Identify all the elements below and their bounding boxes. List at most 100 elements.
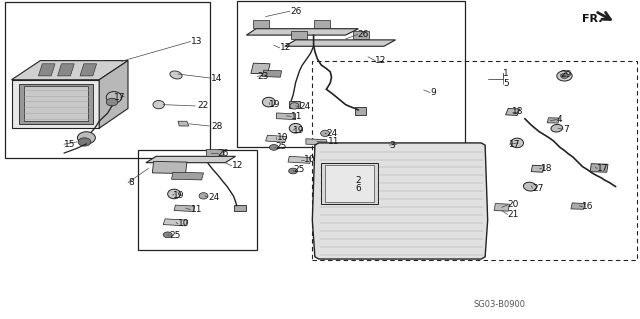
Polygon shape xyxy=(494,204,509,211)
Text: 21: 21 xyxy=(508,210,519,219)
Text: 20: 20 xyxy=(508,200,519,209)
Polygon shape xyxy=(288,156,311,163)
Polygon shape xyxy=(178,121,189,126)
Ellipse shape xyxy=(524,182,536,191)
Text: 19: 19 xyxy=(269,100,280,109)
Ellipse shape xyxy=(170,71,182,79)
Text: 25: 25 xyxy=(275,142,287,151)
Text: 29: 29 xyxy=(560,70,572,78)
Polygon shape xyxy=(253,20,269,28)
Polygon shape xyxy=(306,139,326,145)
Text: 17: 17 xyxy=(509,140,521,149)
Text: 26: 26 xyxy=(290,7,301,16)
Polygon shape xyxy=(571,203,585,209)
Ellipse shape xyxy=(106,92,122,103)
Ellipse shape xyxy=(199,193,208,199)
Text: 11: 11 xyxy=(328,137,339,146)
Polygon shape xyxy=(506,108,520,115)
Text: 7: 7 xyxy=(563,125,569,134)
Text: 18: 18 xyxy=(541,164,552,173)
Text: 19: 19 xyxy=(293,126,305,135)
Polygon shape xyxy=(246,29,358,35)
Text: 10: 10 xyxy=(304,155,316,164)
Polygon shape xyxy=(152,161,187,174)
Polygon shape xyxy=(547,118,559,123)
Polygon shape xyxy=(266,135,287,142)
Polygon shape xyxy=(12,61,128,80)
Text: 15: 15 xyxy=(64,140,76,149)
Ellipse shape xyxy=(168,189,180,199)
Text: 26: 26 xyxy=(358,30,369,39)
Text: 10: 10 xyxy=(178,219,189,228)
Text: 10: 10 xyxy=(276,133,288,142)
Text: 26: 26 xyxy=(218,149,229,158)
Text: 12: 12 xyxy=(375,56,387,65)
Text: 2: 2 xyxy=(356,176,362,185)
Polygon shape xyxy=(355,107,366,115)
Text: SG03-B0900: SG03-B0900 xyxy=(474,300,525,309)
Text: 24: 24 xyxy=(300,102,311,111)
Text: 6: 6 xyxy=(356,184,362,193)
Text: 22: 22 xyxy=(197,101,209,110)
Text: 11: 11 xyxy=(291,112,303,121)
Polygon shape xyxy=(163,219,188,226)
Text: 25: 25 xyxy=(170,231,181,240)
Text: 28: 28 xyxy=(211,122,223,130)
Ellipse shape xyxy=(77,132,95,144)
Polygon shape xyxy=(80,64,97,76)
Text: 24: 24 xyxy=(326,130,338,138)
Ellipse shape xyxy=(106,98,118,106)
Polygon shape xyxy=(285,40,396,46)
Ellipse shape xyxy=(78,138,91,146)
Polygon shape xyxy=(291,31,307,39)
Polygon shape xyxy=(325,165,374,202)
Ellipse shape xyxy=(153,100,164,109)
Text: 13: 13 xyxy=(191,37,202,46)
Ellipse shape xyxy=(289,168,298,174)
Text: 14: 14 xyxy=(211,74,223,83)
Ellipse shape xyxy=(561,73,568,78)
Polygon shape xyxy=(312,143,488,259)
Text: 17: 17 xyxy=(597,164,609,173)
Polygon shape xyxy=(314,20,330,28)
Ellipse shape xyxy=(557,71,572,81)
Polygon shape xyxy=(276,113,296,120)
Text: 9: 9 xyxy=(430,88,436,97)
Text: 27: 27 xyxy=(532,184,544,193)
Polygon shape xyxy=(262,70,282,77)
Polygon shape xyxy=(19,84,93,124)
Polygon shape xyxy=(58,64,74,76)
Polygon shape xyxy=(531,165,544,172)
Text: 4: 4 xyxy=(557,115,563,124)
Text: 24: 24 xyxy=(208,193,220,202)
Text: 19: 19 xyxy=(173,191,184,200)
Text: 11: 11 xyxy=(191,205,202,214)
Text: 8: 8 xyxy=(128,178,134,187)
Text: 16: 16 xyxy=(582,202,594,211)
Polygon shape xyxy=(38,64,55,76)
Ellipse shape xyxy=(290,103,299,109)
Ellipse shape xyxy=(163,232,172,238)
Text: 12: 12 xyxy=(232,161,243,170)
Text: FR.: FR. xyxy=(582,13,603,24)
Ellipse shape xyxy=(511,138,524,148)
Text: 5: 5 xyxy=(503,79,509,88)
Text: 3: 3 xyxy=(389,141,395,150)
Polygon shape xyxy=(289,101,300,108)
Polygon shape xyxy=(12,80,99,128)
Ellipse shape xyxy=(321,130,330,137)
Polygon shape xyxy=(24,86,88,121)
Polygon shape xyxy=(206,149,223,156)
Text: 12: 12 xyxy=(280,43,291,52)
Ellipse shape xyxy=(269,145,278,150)
Ellipse shape xyxy=(289,123,302,133)
Polygon shape xyxy=(321,163,378,204)
Polygon shape xyxy=(174,205,195,211)
Text: 23: 23 xyxy=(257,72,269,81)
Ellipse shape xyxy=(551,124,563,132)
Polygon shape xyxy=(234,205,246,211)
Polygon shape xyxy=(353,31,369,39)
Polygon shape xyxy=(146,156,236,163)
Polygon shape xyxy=(251,63,270,74)
Ellipse shape xyxy=(262,97,275,107)
